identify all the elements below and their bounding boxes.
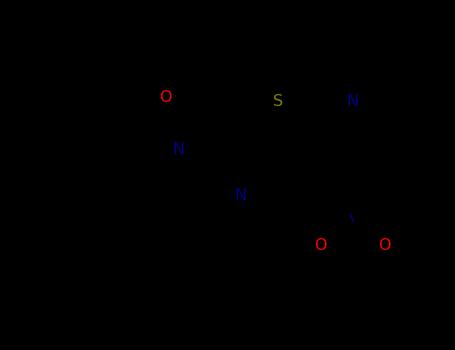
Text: N: N — [346, 94, 358, 110]
Text: N: N — [346, 215, 358, 230]
Text: O: O — [378, 238, 390, 252]
Text: S: S — [273, 94, 283, 110]
Text: O: O — [159, 90, 171, 105]
Text: N: N — [234, 189, 246, 203]
Text: O: O — [314, 238, 326, 252]
Text: N: N — [172, 142, 184, 158]
